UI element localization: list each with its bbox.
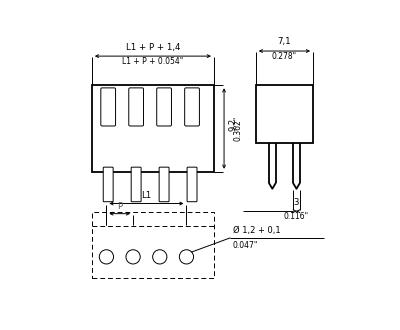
- Text: 3: 3: [294, 198, 299, 207]
- FancyBboxPatch shape: [187, 167, 197, 202]
- FancyBboxPatch shape: [101, 88, 116, 126]
- Text: 0.116": 0.116": [284, 213, 309, 221]
- Text: L1: L1: [141, 191, 152, 200]
- FancyBboxPatch shape: [131, 167, 141, 202]
- FancyBboxPatch shape: [103, 167, 113, 202]
- FancyBboxPatch shape: [157, 88, 172, 126]
- Text: 0.047": 0.047": [233, 241, 258, 250]
- Bar: [92, 213, 214, 279]
- Bar: [92, 85, 214, 172]
- Text: L1 + P + 1,4: L1 + P + 1,4: [126, 43, 180, 51]
- Text: 9,2: 9,2: [229, 118, 238, 131]
- Text: 0.362": 0.362": [234, 116, 243, 141]
- FancyBboxPatch shape: [129, 88, 144, 126]
- Text: 7,1: 7,1: [278, 38, 291, 47]
- FancyBboxPatch shape: [185, 88, 200, 126]
- Bar: [256, 85, 313, 143]
- Text: L1 + P + 0.054": L1 + P + 0.054": [122, 57, 184, 66]
- Text: P: P: [117, 202, 122, 211]
- FancyBboxPatch shape: [159, 167, 169, 202]
- Text: Ø 1,2 + 0,1: Ø 1,2 + 0,1: [233, 226, 280, 235]
- Text: 0.278": 0.278": [272, 52, 297, 61]
